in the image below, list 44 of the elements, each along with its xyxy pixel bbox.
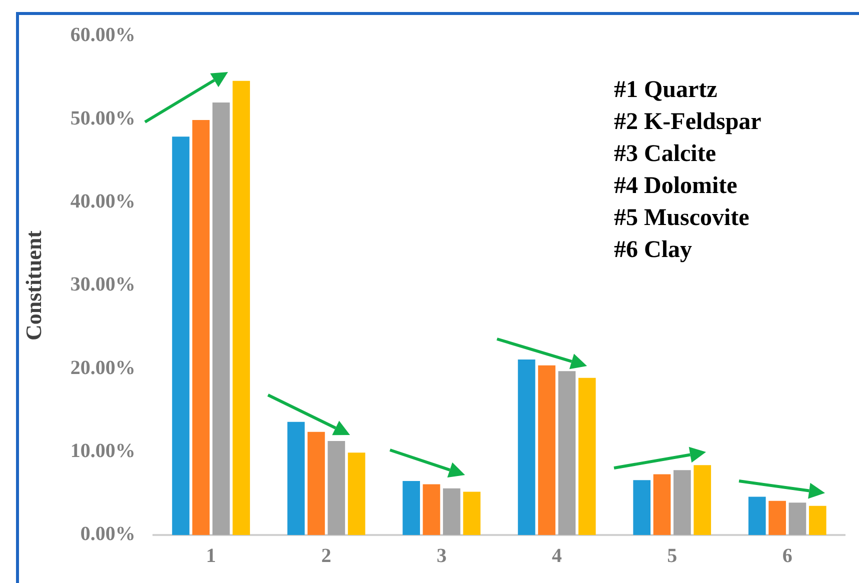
bar [308,432,325,535]
bar [328,441,346,535]
bar [578,378,596,535]
bar [232,80,250,535]
bar [653,474,671,535]
bar [287,422,305,535]
bar [518,360,536,535]
y-tick-label: 50.00% [70,107,136,130]
bar [422,484,440,535]
x-tick-label: 1 [206,545,216,568]
y-tick-label: 20.00% [70,356,136,379]
y-tick-label: 10.00% [70,440,136,462]
y-tick-label: 30.00% [70,274,136,296]
annotation: #6 Clay [614,236,693,265]
bar [538,365,556,535]
x-tick-label: 4 [552,545,562,568]
bar [808,506,826,535]
x-tick-label: 2 [321,545,332,568]
bar [674,470,691,535]
x-tick-label: 3 [436,545,447,568]
y-tick-label: 60.00% [70,24,136,46]
bar [192,120,210,535]
annotation: #4 Dolomite [614,172,738,201]
bar [348,452,366,535]
bar [212,102,230,535]
annotation: #1 Quartz [614,76,718,105]
y-tick-label: 40.00% [70,190,136,213]
x-tick-label: 5 [667,545,678,568]
bar [633,480,651,535]
bar [558,371,576,535]
annotation: #2 K-Feldspar [614,108,762,137]
bar [748,496,766,535]
bar [768,500,786,535]
x-tick-label: 6 [782,545,792,568]
bar [442,488,460,535]
annotation: #3 Calcite [614,140,717,169]
bar [694,465,712,535]
annotation: #5 Muscovite [614,204,750,233]
y-tick-label: 0.00% [80,523,136,546]
bar [788,502,806,535]
bar [463,492,480,535]
bar [402,480,420,535]
y-axis-title: Constituent [20,230,46,341]
bar [172,136,190,535]
